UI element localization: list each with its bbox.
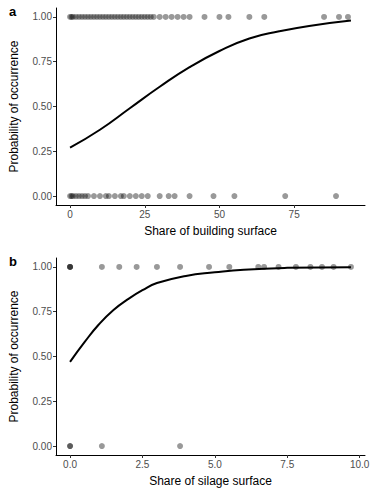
svg-text:5.0: 5.0	[208, 459, 222, 470]
svg-text:Share of silage surface: Share of silage surface	[149, 474, 272, 488]
svg-text:0.50: 0.50	[33, 101, 53, 112]
svg-text:0.0: 0.0	[63, 459, 77, 470]
svg-text:0.00: 0.00	[33, 441, 53, 452]
svg-text:10.0: 10.0	[350, 459, 370, 470]
svg-text:0.75: 0.75	[33, 306, 53, 317]
svg-text:Probability of occurrence: Probability of occurrence	[7, 290, 21, 422]
svg-text:2.5: 2.5	[135, 459, 149, 470]
svg-text:a: a	[9, 4, 17, 19]
svg-text:1.00: 1.00	[33, 261, 53, 272]
svg-text:0.25: 0.25	[33, 146, 53, 157]
svg-text:1.00: 1.00	[33, 11, 53, 22]
svg-text:0.75: 0.75	[33, 56, 53, 67]
svg-text:50: 50	[214, 209, 226, 220]
svg-text:7.5: 7.5	[280, 459, 294, 470]
svg-text:0.50: 0.50	[33, 351, 53, 362]
svg-text:Share of building surface: Share of building surface	[144, 224, 277, 238]
svg-text:25: 25	[139, 209, 151, 220]
svg-text:b: b	[9, 254, 17, 269]
svg-text:0.00: 0.00	[33, 191, 53, 202]
svg-text:75: 75	[289, 209, 301, 220]
svg-text:Probability of occurrence: Probability of occurrence	[7, 40, 21, 172]
svg-text:0.25: 0.25	[33, 396, 53, 407]
svg-text:0: 0	[67, 209, 73, 220]
